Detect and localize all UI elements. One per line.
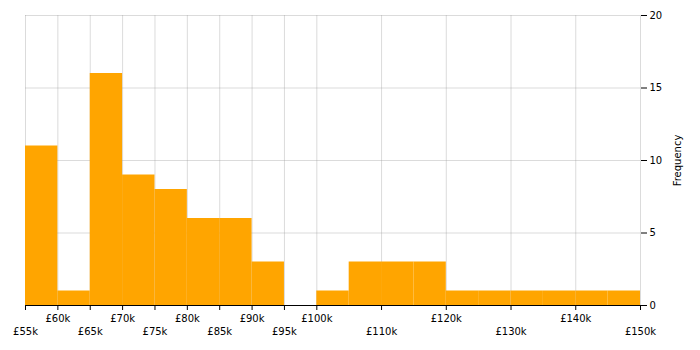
svg-text:£100k: £100k: [301, 313, 332, 324]
svg-text:10: 10: [650, 155, 663, 166]
svg-text:£55k: £55k: [13, 326, 38, 337]
svg-text:0: 0: [650, 300, 656, 311]
svg-text:£80k: £80k: [175, 313, 200, 324]
svg-text:£130k: £130k: [495, 326, 526, 337]
svg-text:20: 20: [650, 10, 663, 21]
svg-text:£120k: £120k: [431, 313, 462, 324]
svg-text:£150k: £150k: [625, 326, 656, 337]
svg-text:5: 5: [650, 227, 656, 238]
svg-text:£60k: £60k: [45, 313, 70, 324]
svg-text:£75k: £75k: [143, 326, 168, 337]
svg-text:Frequency: Frequency: [672, 135, 683, 187]
svg-text:£95k: £95k: [272, 326, 297, 337]
svg-text:£70k: £70k: [110, 313, 135, 324]
svg-text:£85k: £85k: [207, 326, 232, 337]
svg-text:£140k: £140k: [560, 313, 591, 324]
svg-text:£90k: £90k: [240, 313, 265, 324]
svg-text:15: 15: [650, 82, 663, 93]
svg-text:£65k: £65k: [78, 326, 103, 337]
svg-text:£110k: £110k: [366, 326, 397, 337]
